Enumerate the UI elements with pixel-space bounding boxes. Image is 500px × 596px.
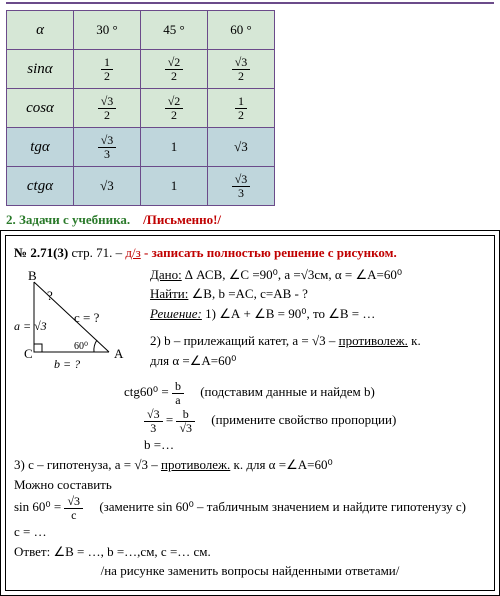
eq-ctg: ctg60⁰ = ba (подставим данные и найдем b… (124, 380, 486, 406)
top-divider (6, 2, 494, 4)
solve-line-2b: для α =∠A=60⁰ (150, 352, 486, 370)
table-row: ctgα √3 1 √33 (7, 167, 275, 206)
sec2-note: /Письменно!/ (143, 212, 221, 227)
cell: 1 (141, 128, 208, 167)
cell: √33 (208, 167, 275, 206)
eq3-note: (замените sin 60⁰ – табличным значением … (99, 499, 466, 514)
eq2-note: (примените свойство пропорции) (211, 412, 396, 427)
can-line: Можно составить (14, 476, 486, 494)
footer-note: /на рисунке заменить вопросы найденными … (14, 562, 486, 580)
row-label: ctgα (7, 167, 74, 206)
find-line: Найти: ∠В, b =AC, с=AB - ? (150, 285, 486, 303)
cell: √22 (141, 50, 208, 89)
eq-b: b =… (144, 436, 486, 454)
row-label: tgα (7, 128, 74, 167)
problem-title: № 2.71(3) стр. 71. – д/з - записать полн… (14, 244, 486, 262)
solve-line-1: Решение: 1) ∠А + ∠В = 90⁰, то ∠В = … (150, 305, 486, 323)
given-block: Дано: ∆ АСВ, ∠С =90⁰, a =√3см, α = ∠А=60… (144, 264, 486, 379)
angle-60: 60⁰ (74, 341, 88, 352)
sec2-num: 2. (6, 212, 16, 227)
spacer (150, 324, 486, 330)
angle-q: ? (47, 288, 53, 303)
triangle-diagram: B C A ? c = ? 60⁰ a = √3 b = ? (14, 264, 144, 379)
eq1-note: (подставим данные и найдем b) (200, 384, 375, 399)
cell: √3 (74, 167, 141, 206)
answer-line: Ответ: ∠В = …, b =…,см, с =… см. (14, 543, 486, 561)
inner-box: № 2.71(3) стр. 71. – д/з - записать полн… (5, 235, 495, 591)
triangle-and-given: B C A ? c = ? 60⁰ a = √3 b = ? Дано: ∆ А… (14, 264, 486, 379)
eq-prop: √33 = b√3 (примените свойство пропорции) (144, 408, 486, 434)
cell: 12 (74, 50, 141, 89)
cell-45: 45 ° (141, 11, 208, 50)
cell: √32 (74, 89, 141, 128)
outer-box: № 2.71(3) стр. 71. – д/з - записать полн… (0, 230, 500, 596)
section-2-heading: 2. Задачи с учебника. /Письменно!/ (6, 212, 494, 228)
c-line: c = … (14, 523, 486, 541)
table-row: sinα 12 √22 √32 (7, 50, 275, 89)
given-line: Дано: ∆ АСВ, ∠С =90⁰, a =√3см, α = ∠А=60… (150, 266, 486, 284)
side-c: c = ? (74, 310, 100, 325)
eq-sin: sin 60⁰ = √3c (замените sin 60⁰ – таблич… (14, 495, 486, 521)
vertex-b: B (28, 268, 37, 283)
cell: √33 (74, 128, 141, 167)
side-a: a = √3 (14, 319, 47, 333)
row-label: sinα (7, 50, 74, 89)
cell: 12 (208, 89, 275, 128)
problem-page: стр. 71. – (71, 245, 125, 260)
solve-line-3: 3) с – гипотенуза, a = √3 – противолеж. … (14, 456, 486, 474)
cell: 1 (141, 167, 208, 206)
solve-line-2a: 2) b – прилежащий катет, a = √3 – против… (150, 332, 486, 350)
table-row: α 30 ° 45 ° 60 ° (7, 11, 275, 50)
problem-number: № 2.71(3) (14, 245, 71, 260)
cell-30: 30 ° (74, 11, 141, 50)
table-row: cosα √32 √22 12 (7, 89, 275, 128)
side-b: b = ? (54, 357, 80, 371)
cell-alpha: α (7, 11, 74, 50)
cell: √3 (208, 128, 275, 167)
vertex-c: C (24, 346, 33, 361)
sec2-title: Задачи с учебника. (19, 212, 130, 227)
row-label: cosα (7, 89, 74, 128)
cell: √22 (141, 89, 208, 128)
cell-60: 60 ° (208, 11, 275, 50)
trig-table: α 30 ° 45 ° 60 ° sinα 12 √22 √32 cosα √3… (6, 10, 275, 206)
vertex-a: A (114, 346, 124, 361)
problem-title-post: - записать полностью решение с рисунком. (144, 245, 397, 260)
dz-label: д/з (125, 245, 140, 260)
table-row: tgα √33 1 √3 (7, 128, 275, 167)
cell: √32 (208, 50, 275, 89)
